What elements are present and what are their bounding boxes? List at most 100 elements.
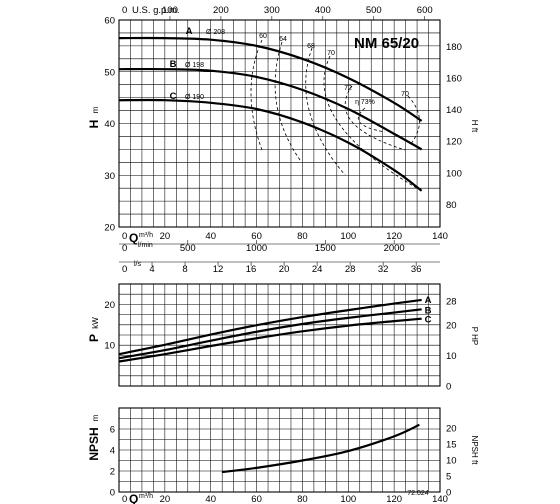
hft-tick-140: 140 <box>446 105 462 116</box>
lmin-tick-2000: 2000 <box>384 243 405 254</box>
hft-axis-label: H ft <box>470 120 479 133</box>
curve-c-diameter: Ø 190 <box>185 94 204 101</box>
hft-tick-100: 100 <box>446 168 462 179</box>
q2-axis-label: Q <box>129 492 138 504</box>
curve-2-2 <box>118 308 422 360</box>
npshft-tick-5: 5 <box>446 471 451 482</box>
npsh-axis-label: NPSH <box>87 427 101 460</box>
curve-1-2 <box>118 67 423 151</box>
ls-tick-24: 24 <box>312 264 323 275</box>
q2-axis-unit: m³/h <box>139 493 153 500</box>
curves-layer <box>118 36 423 474</box>
curve-1-1 <box>118 36 423 122</box>
ls-tick-8: 8 <box>182 264 187 275</box>
npsh-tick-4: 4 <box>110 446 115 457</box>
curve-c-letter: C <box>170 91 177 102</box>
ls-tick-32: 32 <box>378 264 389 275</box>
iso-layer <box>250 39 421 191</box>
q-tick-80: 80 <box>297 231 308 242</box>
power-curve-label-c: C <box>425 315 432 326</box>
gpm-tick-400: 400 <box>315 5 331 16</box>
hft-tick-180: 180 <box>446 42 462 53</box>
power-curve-label-a: A <box>425 295 432 306</box>
php-axis-label: P HP <box>470 327 479 346</box>
curve-b-diameter: Ø 198 <box>185 62 204 69</box>
ls-axis-label: l/s <box>134 261 142 268</box>
npshft-tick-10: 10 <box>446 455 457 466</box>
curve-2-1 <box>118 298 422 356</box>
q2-tick-40: 40 <box>205 494 216 504</box>
q2-tick-0: 0 <box>122 494 127 504</box>
efficiency-label-1: 64 <box>279 36 287 43</box>
p-axis-label: P <box>87 334 101 342</box>
q-tick-140: 140 <box>432 231 448 242</box>
q2-tick-20: 20 <box>160 494 171 504</box>
curve-a-diameter: Ø 208 <box>206 29 225 36</box>
npshft-axis-label: NPSH ft <box>470 436 479 466</box>
q2-tick-100: 100 <box>340 494 356 504</box>
npsh-tick-2: 2 <box>110 467 115 478</box>
gpm-tick-300: 300 <box>264 5 280 16</box>
ls-tick-16: 16 <box>246 264 257 275</box>
panel-frame-2 <box>118 283 441 387</box>
q-tick-60: 60 <box>251 231 262 242</box>
npshft-tick-0: 0 <box>446 488 451 499</box>
q-tick-20: 20 <box>160 231 171 242</box>
ls-tick-20: 20 <box>279 264 290 275</box>
efficiency-label-6: 70 <box>401 91 409 98</box>
h-axis-unit: m <box>91 106 100 113</box>
h-tick-50: 50 <box>104 67 115 78</box>
ls-tick-28: 28 <box>345 264 356 275</box>
lmin-tick-1500: 1500 <box>315 243 336 254</box>
q-tick-120: 120 <box>386 231 402 242</box>
iso-efficiency-60 <box>250 39 263 151</box>
q-tick-40: 40 <box>205 231 216 242</box>
npsh-tick-0: 0 <box>110 488 115 499</box>
ls-tick-36: 36 <box>411 264 422 275</box>
lmin-tick-1000: 1000 <box>246 243 267 254</box>
q2-tick-120: 120 <box>386 494 402 504</box>
q-tick-100: 100 <box>340 231 356 242</box>
php-tick-20: 20 <box>446 321 457 332</box>
php-tick-28: 28 <box>446 296 457 307</box>
q-tick-0: 0 <box>122 231 127 242</box>
h-axis-label: H <box>87 120 101 129</box>
gpm-tick-500: 500 <box>366 5 382 16</box>
efficiency-label-4: 72 <box>344 85 352 92</box>
curve-a-letter: A <box>186 26 193 37</box>
gpm-tick-100: 100 <box>162 5 178 16</box>
hft-tick-160: 160 <box>446 74 462 85</box>
iso-efficiency-73 <box>358 107 386 133</box>
ls-tick-12: 12 <box>213 264 224 275</box>
iso-efficiency-72 <box>344 85 406 151</box>
efficiency-label-2: 68 <box>307 43 315 50</box>
gpm-axis-label: U.S. g.p.m. <box>132 5 180 16</box>
php-tick-10: 10 <box>446 351 457 362</box>
chart-code: 72.024 <box>407 490 429 497</box>
power-curve-label-b: B <box>425 305 432 316</box>
panel-frame-1 <box>118 19 441 228</box>
iso-efficiency-70-right <box>407 95 420 146</box>
p-tick-20: 20 <box>104 300 115 311</box>
q-axis-unit: m³/h <box>139 232 153 239</box>
panel-frame-3 <box>118 407 441 493</box>
iso-efficiency-64 <box>274 41 301 161</box>
grids-layer <box>118 16 441 493</box>
efficiency-label-3: 70 <box>327 50 335 57</box>
hft-tick-80: 80 <box>446 200 457 211</box>
ls-tick-0: 0 <box>122 264 127 275</box>
lmin-tick-0: 0 <box>122 243 127 254</box>
q2-tick-140: 140 <box>432 494 448 504</box>
lmin-axis-label: l/min <box>138 242 153 249</box>
gpm-tick-600: 600 <box>417 5 433 16</box>
lmin-tick-500: 500 <box>180 243 196 254</box>
efficiency-label-5: η 73% <box>355 99 375 106</box>
h-tick-60: 60 <box>104 16 115 27</box>
php-tick-0: 0 <box>446 382 451 393</box>
curve-b-letter: B <box>170 59 177 70</box>
p-tick-10: 10 <box>104 341 115 352</box>
chart-title: NM 65/20 <box>354 35 419 52</box>
q2-tick-60: 60 <box>251 494 262 504</box>
